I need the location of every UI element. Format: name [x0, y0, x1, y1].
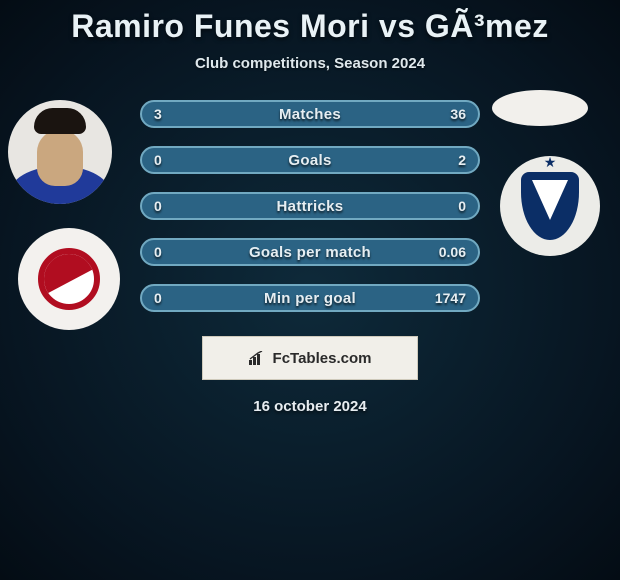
stat-label: Goals	[288, 152, 331, 169]
stat-value-left: 0	[154, 198, 162, 214]
player-avatar-right	[492, 90, 588, 126]
stat-value-left: 0	[154, 152, 162, 168]
stat-row-hattricks: 0 Hattricks 0	[140, 192, 480, 220]
stat-row-goals: 0 Goals 2	[140, 146, 480, 174]
page-title: Ramiro Funes Mori vs GÃ³mez	[0, 0, 620, 45]
stat-label: Min per goal	[264, 290, 356, 307]
stat-value-right: 1747	[435, 290, 466, 306]
stat-value-left: 0	[154, 244, 162, 260]
player-avatar-left	[8, 100, 112, 204]
stat-value-left: 0	[154, 290, 162, 306]
watermark-badge: FcTables.com	[202, 336, 418, 380]
stat-value-left: 3	[154, 106, 162, 122]
stat-value-right: 0	[458, 198, 466, 214]
stat-row-min-per-goal: 0 Min per goal 1747	[140, 284, 480, 312]
stat-value-right: 2	[458, 152, 466, 168]
stat-label: Hattricks	[277, 198, 344, 215]
stat-value-right: 36	[450, 106, 466, 122]
club-badge-left	[18, 228, 120, 330]
watermark-text: FcTables.com	[273, 350, 372, 367]
stat-bars: 3 Matches 36 0 Goals 2 0 Hattricks 0 0 G…	[140, 100, 480, 312]
subtitle: Club competitions, Season 2024	[0, 55, 620, 72]
date-text: 16 october 2024	[0, 398, 620, 415]
stat-row-matches: 3 Matches 36	[140, 100, 480, 128]
chart-icon	[249, 351, 267, 365]
club-badge-right	[500, 156, 600, 256]
comparison-panel: 3 Matches 36 0 Goals 2 0 Hattricks 0 0 G…	[0, 100, 620, 415]
stat-label: Goals per match	[249, 244, 371, 261]
stat-value-right: 0.06	[439, 244, 466, 260]
stat-label: Matches	[279, 106, 341, 123]
stat-row-goals-per-match: 0 Goals per match 0.06	[140, 238, 480, 266]
